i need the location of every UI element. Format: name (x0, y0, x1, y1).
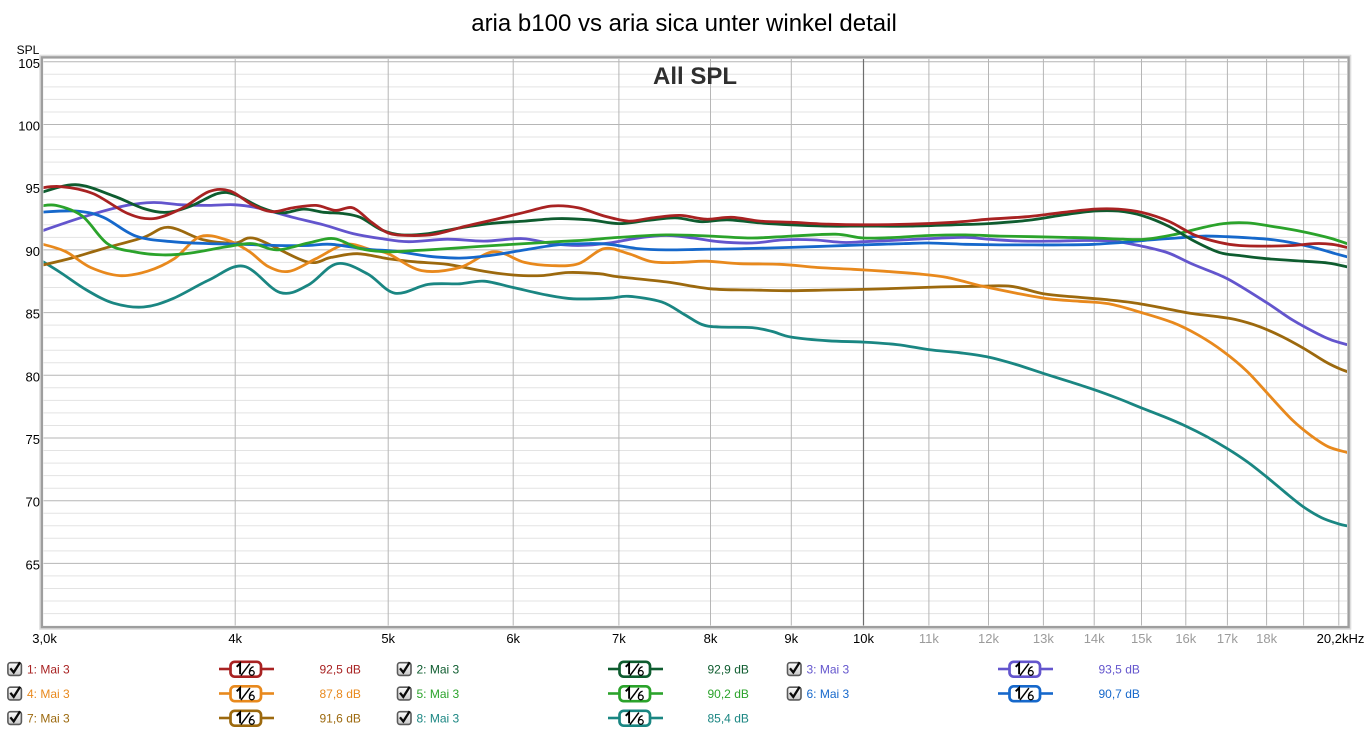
svg-text:6: Mai 3: 6: Mai 3 (807, 687, 850, 701)
svg-text:5k: 5k (381, 631, 395, 646)
svg-text:87,8 dB: 87,8 dB (320, 687, 361, 701)
svg-text:20,2kHz: 20,2kHz (1317, 631, 1365, 646)
svg-text:3: Mai 3: 3: Mai 3 (807, 662, 850, 676)
svg-text:3,0k: 3,0k (32, 631, 57, 646)
svg-text:SPL: SPL (17, 43, 40, 57)
svg-text:14k: 14k (1084, 631, 1105, 646)
svg-text:All SPL: All SPL (653, 63, 737, 90)
svg-text:11k: 11k (919, 631, 939, 646)
svg-text:100: 100 (18, 119, 40, 134)
svg-text:5: Mai 3: 5: Mai 3 (417, 687, 460, 701)
svg-text:10k: 10k (853, 631, 874, 646)
svg-text:65: 65 (26, 557, 40, 572)
svg-text:91,6 dB: 91,6 dB (320, 711, 361, 725)
svg-text:93,5 dB: 93,5 dB (1099, 662, 1140, 676)
svg-text:7k: 7k (612, 631, 626, 646)
svg-text:7: Mai 3: 7: Mai 3 (27, 711, 70, 725)
svg-text:90: 90 (26, 244, 40, 259)
svg-text:85: 85 (26, 307, 40, 322)
svg-text:85,4 dB: 85,4 dB (708, 711, 749, 725)
svg-text:90,7 dB: 90,7 dB (1099, 687, 1140, 701)
svg-text:75: 75 (26, 432, 40, 447)
svg-text:4: Mai 3: 4: Mai 3 (27, 687, 70, 701)
svg-text:13k: 13k (1033, 631, 1054, 646)
svg-text:8: Mai 3: 8: Mai 3 (417, 711, 460, 725)
svg-text:2: Mai 3: 2: Mai 3 (417, 662, 460, 676)
svg-text:18k: 18k (1256, 631, 1277, 646)
svg-text:95: 95 (26, 181, 40, 196)
svg-text:92,5 dB: 92,5 dB (320, 662, 361, 676)
svg-text:6k: 6k (506, 631, 520, 646)
svg-text:70: 70 (26, 495, 40, 510)
svg-text:9k: 9k (784, 631, 798, 646)
svg-text:16k: 16k (1175, 631, 1196, 646)
svg-text:90,2 dB: 90,2 dB (708, 687, 749, 701)
svg-text:17k: 17k (1217, 631, 1238, 646)
svg-text:92,9 dB: 92,9 dB (708, 662, 749, 676)
svg-text:8k: 8k (704, 631, 718, 646)
svg-text:aria b100 vs aria sica unter w: aria b100 vs aria sica unter winkel deta… (471, 10, 897, 37)
svg-text:4k: 4k (228, 631, 242, 646)
svg-text:15k: 15k (1131, 631, 1152, 646)
svg-text:80: 80 (26, 369, 40, 384)
svg-text:105: 105 (18, 56, 40, 71)
svg-text:1: Mai 3: 1: Mai 3 (27, 662, 70, 676)
svg-text:12k: 12k (978, 631, 999, 646)
